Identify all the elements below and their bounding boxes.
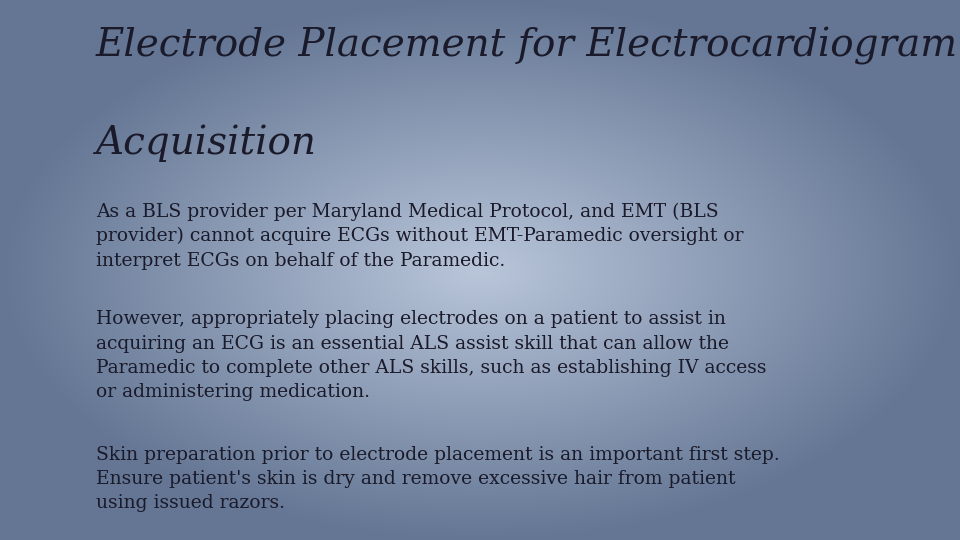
Text: Skin preparation prior to electrode placement is an important first step.
Ensure: Skin preparation prior to electrode plac… <box>96 446 780 512</box>
Text: Electrode Placement for Electrocardiogram: Electrode Placement for Electrocardiogra… <box>96 27 958 65</box>
Text: As a BLS provider per Maryland Medical Protocol, and EMT (BLS
provider) cannot a: As a BLS provider per Maryland Medical P… <box>96 202 743 269</box>
Text: However, appropriately placing electrodes on a patient to assist in
acquiring an: However, appropriately placing electrode… <box>96 310 766 401</box>
Text: Acquisition: Acquisition <box>96 124 317 161</box>
